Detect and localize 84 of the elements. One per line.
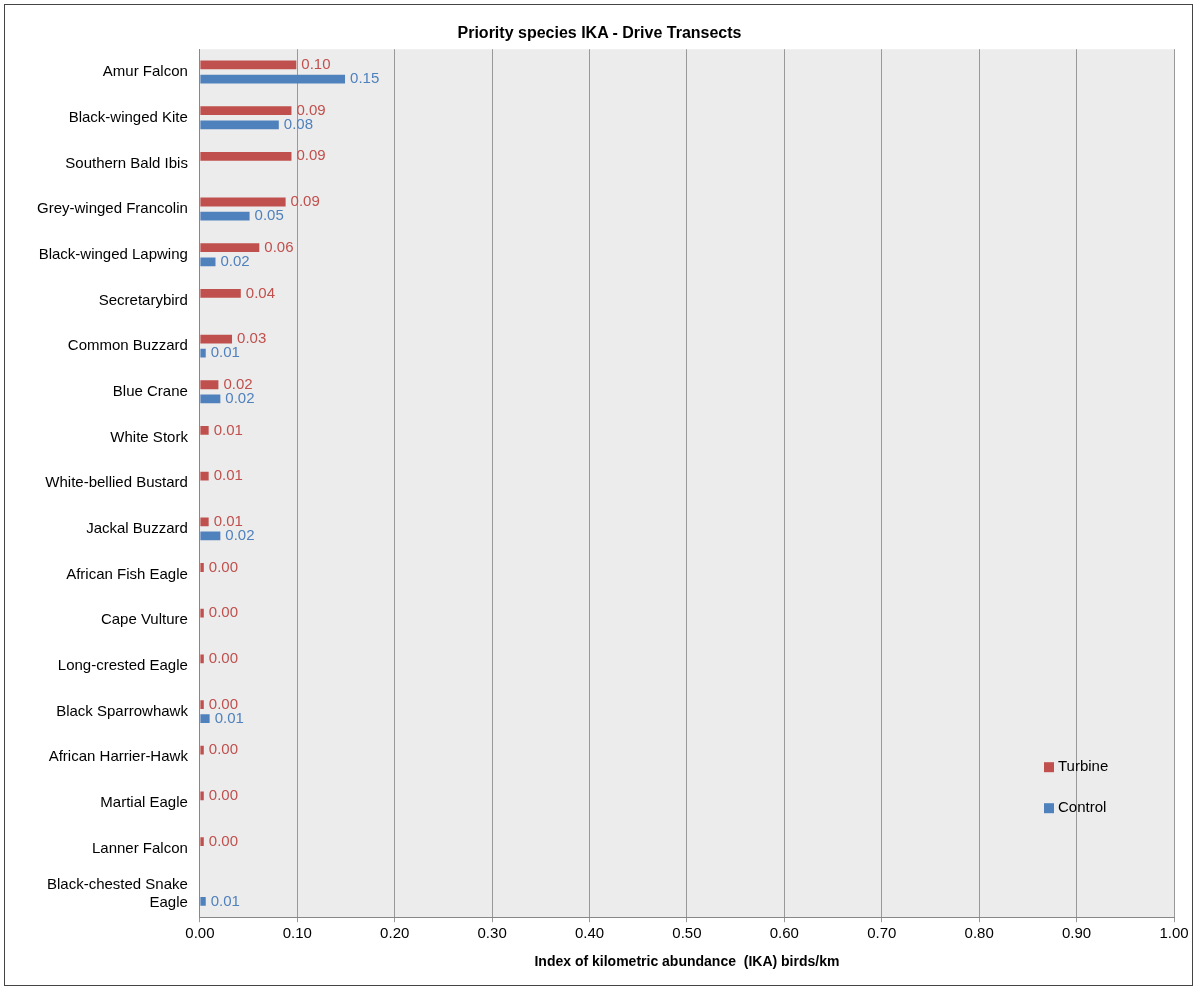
y-tick-label: African Harrier-Hawk: [48, 747, 189, 765]
bar: [200, 517, 209, 527]
bar: [200, 151, 292, 161]
bar: [200, 257, 216, 267]
legend-label: Turbine: [1058, 757, 1109, 775]
x-tick-label: 1.00: [1159, 924, 1189, 942]
x-tick-label: 0.50: [672, 924, 702, 942]
data-label: 0.03: [237, 329, 267, 347]
bar: [200, 654, 204, 664]
data-label: 0.00: [208, 649, 238, 666]
data-label: 0.15: [350, 69, 380, 87]
x-tick-label: 0.10: [282, 924, 312, 942]
data-label: 0.00: [208, 786, 238, 804]
bar: [200, 837, 204, 846]
y-tick-label: Cape Vulture: [100, 610, 188, 628]
bar: [200, 211, 250, 221]
legend-label: Control: [1058, 798, 1107, 816]
x-tick-label: 0.40: [574, 924, 605, 942]
y-tick-label: Southern Bald Ibis: [65, 153, 188, 171]
data-label: 0.09: [296, 146, 326, 164]
data-label: 0.09: [290, 192, 320, 210]
y-tick-label: Long-crested Eagle: [57, 656, 188, 674]
bar: [200, 471, 209, 481]
data-label: 0.01: [213, 466, 243, 484]
bar: [200, 197, 286, 207]
x-tick-label: 0.20: [380, 924, 410, 942]
y-tick-label: African Fish Eagle: [66, 564, 188, 582]
y-tick-label: Grey-winged Francolin: [36, 199, 188, 217]
bar: [200, 897, 206, 906]
data-label: 0.02: [225, 526, 255, 544]
y-tick-label: Black Sparrowhawk: [56, 701, 189, 719]
y-tick-label: Amur Falcon: [102, 62, 188, 80]
bar: [200, 106, 292, 116]
data-label: 0.02: [225, 389, 255, 407]
bar: [200, 426, 209, 435]
data-label: 0.01: [213, 511, 243, 529]
bar: [200, 791, 204, 801]
bar: [200, 243, 260, 253]
data-label: 0.02: [220, 252, 250, 269]
y-tick-label: Black-winged Kite: [68, 107, 188, 125]
data-label: 0.10: [301, 55, 331, 73]
x-tick-label: 0.30: [477, 924, 507, 942]
bar: [200, 348, 206, 358]
bar: [200, 700, 204, 709]
bar: [200, 380, 219, 390]
chart-title: Priority species IKA - Drive Transects: [457, 24, 742, 42]
x-axis-title: Index of kilometric abundance (IKA) birds/km: [534, 953, 840, 970]
bar: [200, 120, 279, 130]
bar: [200, 531, 221, 541]
data-label: 0.00: [208, 740, 238, 758]
y-tick-label: Black-winged Lapwing: [38, 244, 188, 262]
y-tick-label: Common Buzzard: [67, 336, 188, 354]
x-tick-label: 0.60: [769, 924, 799, 942]
y-tick-label: Blue Crane: [112, 381, 188, 399]
bar: [200, 608, 204, 618]
data-label: 0.04: [245, 283, 276, 301]
y-tick-label: White-bellied Bustard: [45, 473, 188, 491]
data-label: 0.00: [208, 603, 238, 621]
bar: [200, 60, 297, 70]
y-tick-label: Secretarybird: [98, 290, 188, 308]
y-tick-label: Black-chested Snake Eagle: [46, 875, 188, 911]
data-label: 0.01: [210, 343, 240, 361]
bar: [200, 563, 204, 572]
y-tick-label: Martial Eagle: [100, 793, 188, 811]
x-tick-label: 0.80: [964, 924, 994, 942]
y-tick-label: Lanner Falcon: [91, 838, 188, 856]
data-label: 0.05: [254, 206, 284, 224]
y-tick-label: Jackal Buzzard: [86, 519, 188, 537]
bar: [200, 288, 241, 298]
x-tick-label: 0.70: [867, 924, 897, 942]
bar: [200, 334, 233, 344]
x-tick-label: 0.00: [185, 924, 215, 942]
data-label: 0.06: [264, 237, 294, 255]
bar: [200, 74, 346, 84]
bar: [200, 394, 221, 404]
data-label: 0.02: [223, 374, 253, 392]
data-label: 0.00: [208, 831, 238, 849]
y-tick-label: White Stork: [110, 427, 189, 445]
data-label: 0.00: [208, 557, 238, 575]
bar: [200, 714, 210, 724]
data-label: 0.01: [210, 891, 240, 909]
x-tick-label: 0.90: [1061, 924, 1092, 942]
bar: [200, 745, 204, 755]
data-label: 0.01: [213, 420, 243, 438]
